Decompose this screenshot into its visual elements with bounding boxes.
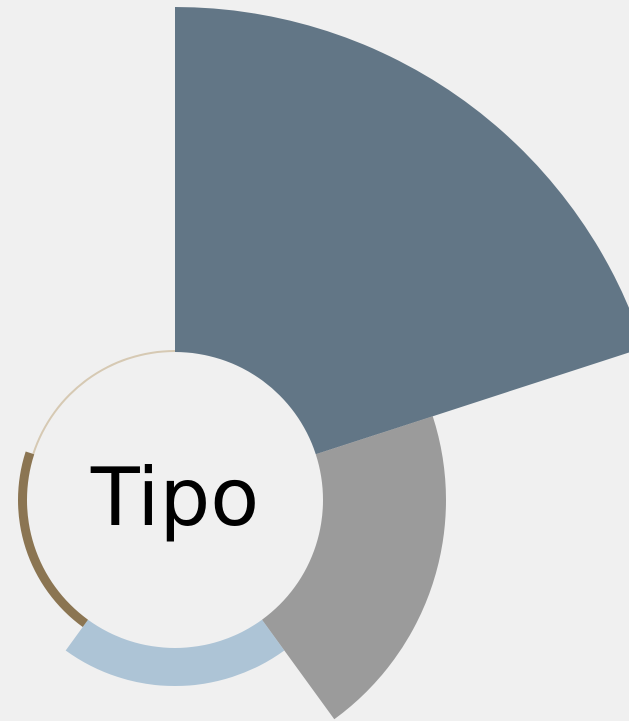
sector xyxy=(32,350,175,455)
sector xyxy=(261,416,446,720)
sector xyxy=(18,451,89,628)
sectors xyxy=(18,7,629,720)
sector xyxy=(65,619,285,687)
center-label: Tipo xyxy=(90,451,259,544)
sector xyxy=(175,7,629,455)
